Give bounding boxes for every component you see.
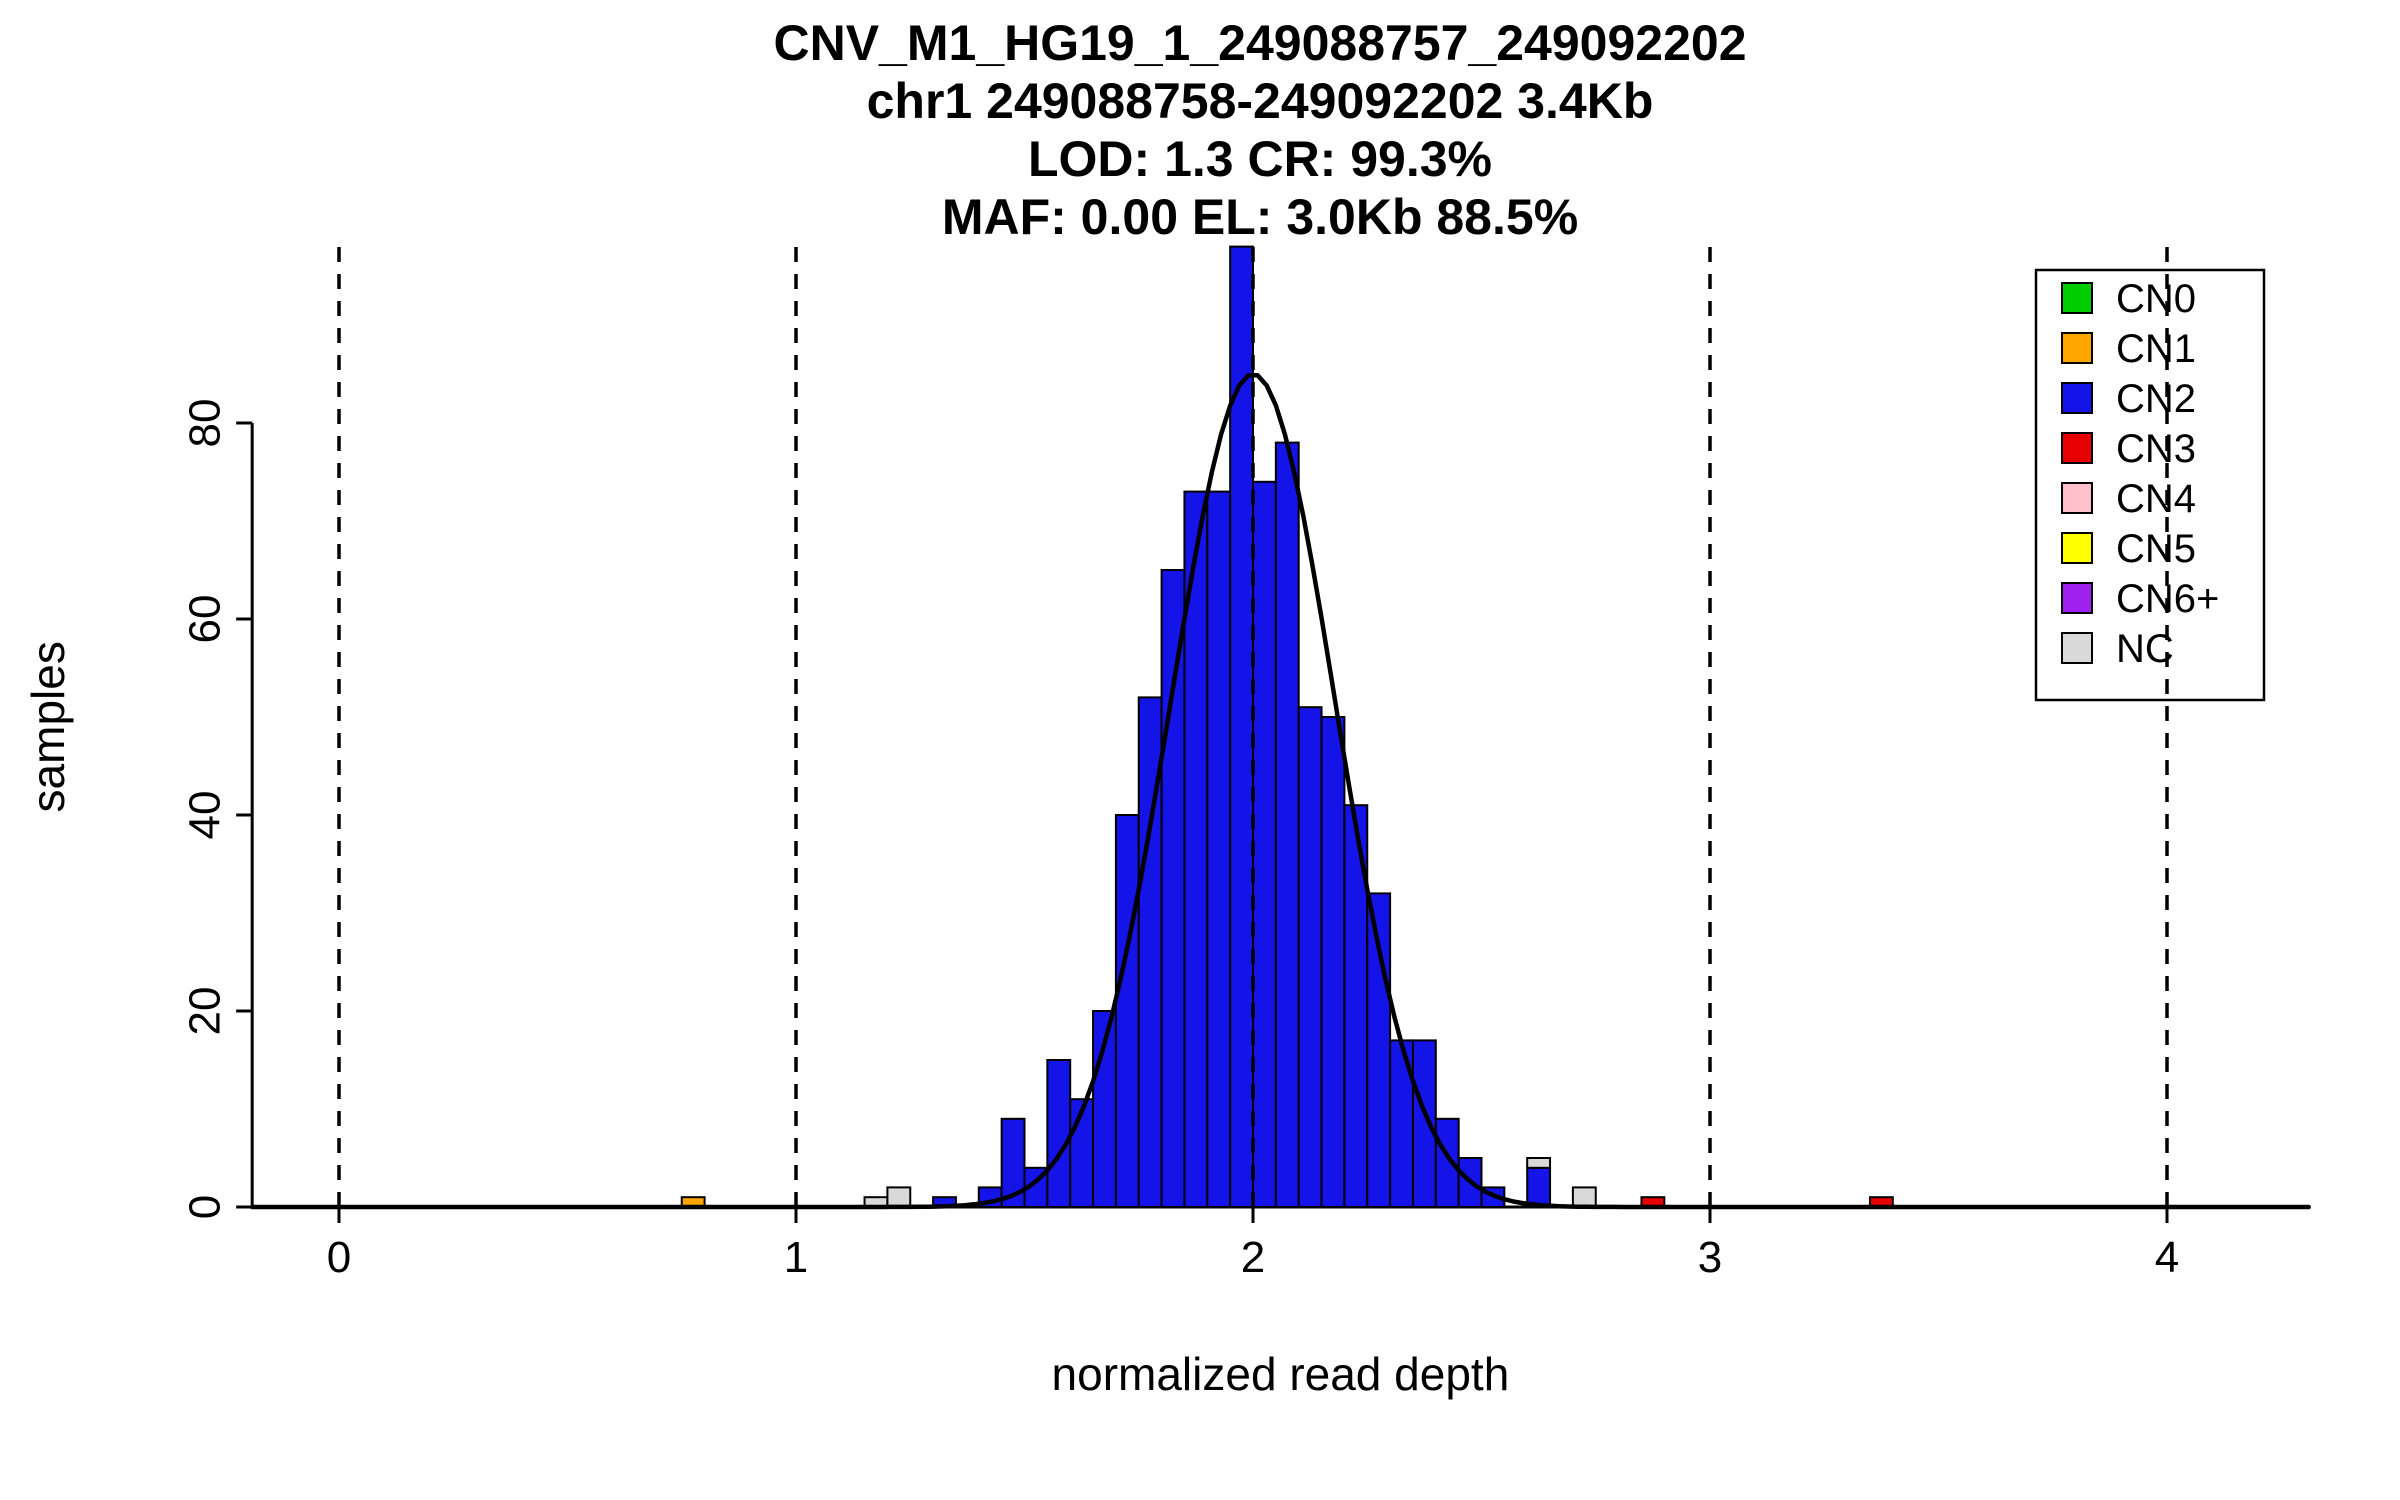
title-line-2: chr1 249088758-249092202 3.4Kb (866, 73, 1654, 129)
title-line-1: CNV_M1_HG19_1_249088757_249092202 (773, 15, 1747, 71)
y-tick-label: 80 (181, 399, 230, 448)
histogram-bar (1526, 1166, 1552, 1209)
histogram-bar (1114, 814, 1140, 1208)
histogram-bar (1411, 1039, 1437, 1209)
x-tick-label: 2 (1241, 1233, 1265, 1282)
chart-title-block: CNV_M1_HG19_1_249088757_249092202 chr1 2… (160, 14, 2360, 246)
histogram-bar (1229, 245, 1255, 1209)
y-axis-title: samples (22, 641, 74, 812)
histogram-bar (1320, 716, 1346, 1208)
histogram-bar (886, 1186, 912, 1209)
legend-label: CN1 (2116, 327, 2196, 371)
histogram-bar (1000, 1117, 1026, 1209)
histogram-bar (1526, 1157, 1552, 1169)
x-tick-label: 1 (784, 1233, 808, 1282)
legend-swatch-cn4 (2061, 482, 2093, 514)
y-tick-label: 60 (181, 595, 230, 644)
legend-swatch-cn6plus (2061, 582, 2093, 614)
legend-swatch-cn0 (2061, 282, 2093, 314)
histogram-bar (1046, 1059, 1072, 1208)
legend-swatch-cn1 (2061, 332, 2093, 364)
legend-label: CN4 (2116, 477, 2196, 521)
x-tick-label: 3 (1698, 1233, 1722, 1282)
legend-label: CN2 (2116, 377, 2196, 421)
histogram-bar (1252, 480, 1277, 1208)
legend-swatch-nc (2061, 632, 2093, 664)
x-axis-title: normalized read depth (1052, 1348, 1510, 1400)
histogram-bar (1160, 569, 1186, 1208)
y-tick-label: 40 (181, 791, 230, 840)
x-tick-label: 4 (2155, 1233, 2179, 1282)
x-tick-label: 0 (327, 1233, 351, 1282)
y-tick-label: 0 (181, 1195, 230, 1219)
histogram-bar (1206, 490, 1232, 1209)
legend-label: CN0 (2116, 277, 2196, 321)
y-tick-label: 20 (181, 987, 230, 1036)
histogram-bar (1297, 706, 1323, 1208)
legend-swatch-cn2 (2061, 382, 2093, 414)
density-curve (249, 373, 2311, 1210)
legend-label: NC (2116, 627, 2174, 671)
legend-label: CN3 (2116, 427, 2196, 471)
legend-swatch-cn5 (2061, 532, 2093, 564)
legend-swatch-cn3 (2061, 432, 2093, 464)
histogram-bar (1571, 1186, 1597, 1209)
title-line-3: LOD: 1.3 CR: 99.3% (1027, 131, 1492, 187)
title-line-4: MAF: 0.00 EL: 3.0Kb 88.5% (941, 189, 1579, 245)
legend-label: CN5 (2116, 527, 2196, 571)
histogram-bar (1274, 441, 1300, 1209)
